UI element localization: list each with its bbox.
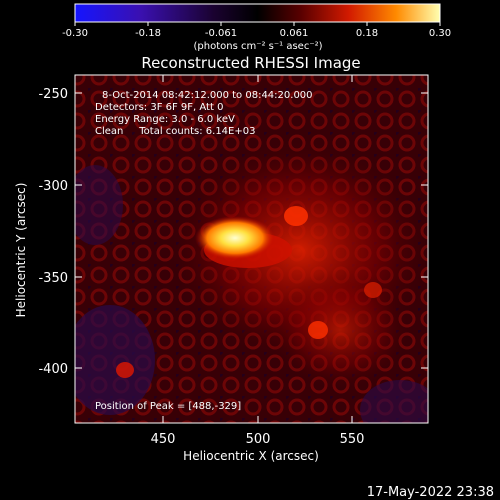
x-tick-label: 550	[340, 432, 365, 447]
colorbar-tick-label: 0.30	[429, 28, 451, 39]
plot-frame	[74, 74, 429, 424]
colorbar-tick-label: -0.18	[135, 28, 161, 39]
x-axis-ticks	[162, 75, 353, 423]
colorbar	[74, 3, 441, 23]
energy-range-label: Energy Range: 3.0 - 6.0 keV	[95, 114, 235, 125]
timestamp: 17-May-2022 23:38	[367, 485, 494, 500]
y-tick-label: -400	[38, 362, 68, 377]
x-tick-label: 500	[246, 432, 271, 447]
x-axis-label: Heliocentric X (arcsec)	[183, 449, 319, 463]
colorbar-tick-label: 0.18	[356, 28, 378, 39]
y-axis-ticks	[75, 92, 428, 369]
peak-position-label: Position of Peak = [488,-329]	[95, 401, 241, 412]
y-tick-label: -300	[38, 179, 68, 194]
y-tick-label: -250	[38, 87, 68, 102]
y-tick-label: -350	[38, 271, 68, 286]
x-tick-label: 450	[151, 432, 176, 447]
detectors-label: Detectors: 3F 6F 9F, Att 0	[95, 102, 223, 113]
solar-image	[75, 75, 428, 423]
colorbar-tick-label: -0.061	[205, 28, 237, 39]
image-title: Reconstructed RHESSI Image	[141, 54, 360, 72]
colorbar-tick-label: 0.061	[280, 28, 309, 39]
clean-counts-label: Clean Total counts: 6.14E+03	[95, 126, 255, 137]
colorbar-tick-label: -0.30	[62, 28, 88, 39]
time-range-label: 8-Oct-2014 08:42:12.000 to 08:44:20.000	[102, 90, 313, 101]
colorbar-units: (photons cm⁻² s⁻¹ asec⁻²)	[193, 41, 322, 52]
y-axis-label: Heliocentric Y (arcsec)	[14, 183, 28, 318]
colorbar-ticks	[74, 22, 441, 26]
